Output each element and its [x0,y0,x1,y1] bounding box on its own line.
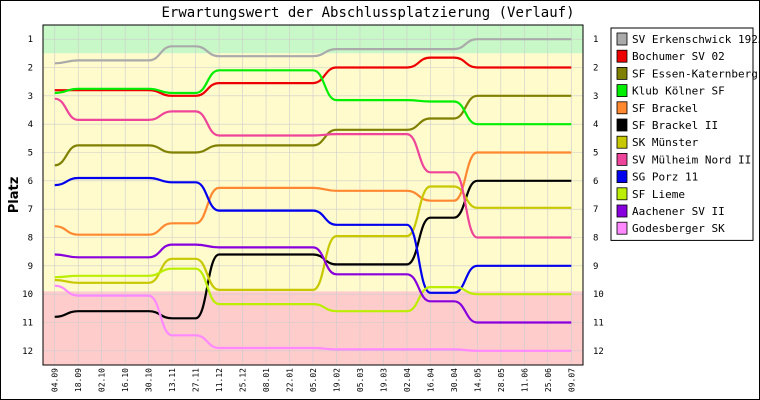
legend-swatch [616,135,628,149]
legend-entry: Klub Kölner SF [632,85,725,98]
y-tick-label-right: 5 [593,149,598,159]
y-tick-label-right: 7 [593,205,598,215]
x-tick-label: 11.12 [215,368,224,392]
y-tick-label-right: 9 [593,262,598,272]
y-tick-label-right: 12 [593,347,604,357]
legend-entry: Aachener SV II [632,205,725,218]
series-line-sv-erkenschwick-1923 [54,38,572,65]
legend-swatch [616,67,628,80]
y-tick-label-right: 2 [593,64,598,74]
legend-entry: SG Porz 11 [632,171,698,184]
y-tick-label-left: 7 [28,205,33,215]
x-tick-label: 19.03 [379,368,388,392]
x-tick-label: 27.11 [192,368,201,392]
legend-entry: SF Lieme [632,188,685,201]
legend-swatch [616,221,628,235]
series-line-sg-porz-11 [54,176,572,294]
legend-entry: Bochumer SV 02 [632,50,725,63]
legend-swatch [616,32,628,46]
x-tick-label: 16.04 [426,368,435,392]
y-tick-label-right: 3 [593,92,598,102]
series-line-sf-lieme [54,267,572,313]
y-tick-label-left: 2 [28,64,33,74]
legend-entry: Godesberger SK [632,222,725,235]
y-tick-label-left: 4 [28,120,33,130]
y-tick-label-right: 11 [593,319,604,329]
x-tick-label: 19.02 [332,368,341,392]
x-tick-label: 08.01 [262,368,271,392]
y-tick-label-right: 10 [593,290,604,300]
series-line-sf-brackel-ii [54,179,572,320]
y-tick-label-right: 6 [593,177,598,187]
plot-border [42,24,584,366]
legend-swatch [616,170,628,184]
legend-box [610,27,754,241]
legend-entry: SV Mülheim Nord II [632,153,751,166]
legend-swatch [616,49,628,63]
legend-entry: SK Münster [632,136,699,149]
y-axis-label: Platz [7,177,22,214]
x-tick-label: 30.04 [450,368,459,392]
x-tick-label: 02.10 [98,368,107,392]
y-tick-label-right: 4 [593,120,598,130]
x-tick-label: 16.10 [121,368,130,392]
x-tick-label: 05.03 [356,368,365,392]
y-tick-label-left: 5 [28,149,33,159]
legend-entry: SF Brackel II [632,119,718,132]
y-tick-label-right: 1 [593,35,598,45]
x-tick-label: 14.05 [473,368,482,392]
legend-entry: SF Brackel [632,102,698,115]
x-tick-label: 02.04 [403,368,412,392]
y-tick-label-left: 9 [28,262,33,272]
legend-swatch [616,101,628,115]
x-tick-label: 25.12 [239,368,248,392]
legend: SV Erkenschwick 1923 Bochumer SV 02 SF Ess… [610,27,760,241]
x-tick-label: 30.10 [145,368,154,392]
y-tick-label-left: 10 [22,290,33,300]
series-line-sv-m-lheim-nord-ii [54,97,572,239]
x-tick-label: 28.05 [497,368,506,392]
series-line-klub-k-lner-sf [54,69,572,126]
x-tick-label: 25.06 [544,368,553,392]
legend-swatch [616,187,628,201]
legend-swatch [616,152,628,166]
legend-swatch [616,84,628,97]
x-tick-label: 11.06 [520,368,529,392]
x-tick-label: 22.01 [286,368,295,392]
x-tick-label: 05.02 [309,368,318,392]
series-line-aachener-sv-ii [54,243,572,324]
x-tick-label: 13.11 [168,368,177,392]
legend-swatch [616,118,628,132]
y-tick-label-left: 6 [28,177,33,187]
legend-entry: SV Erkenschwick 1923 [632,33,760,46]
x-tick-label: 04.09 [51,368,60,392]
series-line-bochumer-sv-02 [54,56,572,97]
y-tick-label-left: 3 [28,92,33,102]
y-tick-label-right: 8 [593,234,598,244]
y-tick-label-left: 1 [28,35,33,45]
legend-swatch [616,204,628,218]
x-tick-label: 18.09 [74,368,83,392]
series-line-sk-m-nster [54,185,572,292]
x-tick-label: 09.07 [567,368,576,392]
series-line-godesberger-sk [54,284,572,352]
y-tick-label-left: 8 [28,234,33,244]
series-line-sf-brackel [54,151,572,236]
chart-title: Erwartungswert der Abschlussplatzierung … [161,5,574,21]
y-tick-label-left: 12 [22,347,33,357]
y-tick-label-left: 11 [22,319,33,329]
legend-entry: SF Essen-Katernberg [632,67,758,80]
series-line-sf-essen-katernberg [54,94,572,167]
